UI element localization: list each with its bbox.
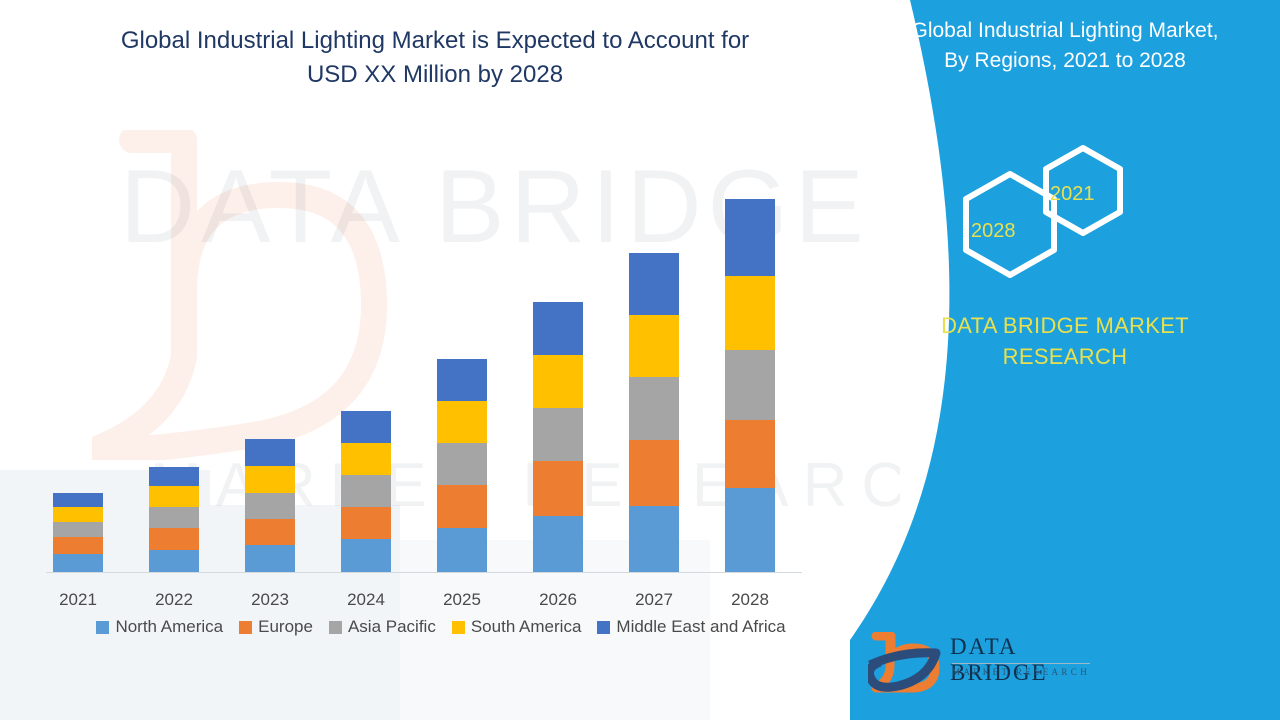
bar-segment	[341, 475, 391, 507]
legend-label: South America	[470, 617, 582, 636]
panel-background-shape	[850, 0, 1280, 720]
logo-mark-icon	[865, 631, 941, 693]
hexagon-2028-label: 2028	[971, 220, 1016, 242]
bar-segment	[629, 506, 679, 572]
legend-swatch-icon	[239, 620, 253, 634]
bar-segment	[149, 550, 199, 572]
bar-segment	[245, 519, 295, 545]
bar-segment	[629, 315, 679, 377]
bar-segment	[725, 420, 775, 488]
bar-segment	[725, 276, 775, 350]
panel-title-line-2: By Regions, 2021 to 2028	[944, 49, 1186, 72]
logo-subtitle: MARKET RESEARCH	[952, 667, 1091, 677]
x-axis-tick-label: 2021	[59, 590, 97, 609]
brand-name-line-2: RESEARCH	[1002, 344, 1128, 369]
bar-segment	[437, 359, 487, 401]
branding-panel: Global Industrial Lighting Market, By Re…	[850, 0, 1280, 720]
bar-segment	[245, 439, 295, 466]
legend-label: Europe	[258, 617, 313, 636]
bar-segment	[341, 443, 391, 475]
bar-segment	[53, 522, 103, 537]
legend-item[interactable]: South America	[451, 617, 582, 637]
x-axis-tick-label: 2024	[347, 590, 385, 609]
bar-segment	[533, 408, 583, 461]
hexagon-outline-icons	[963, 145, 1123, 278]
legend-swatch-icon	[451, 620, 465, 634]
legend-item[interactable]: Europe	[239, 617, 313, 637]
legend-item[interactable]: Asia Pacific	[328, 617, 436, 637]
chart-title: Global Industrial Lighting Market is Exp…	[40, 24, 830, 92]
bar-segment	[149, 467, 199, 486]
bar-segment	[533, 355, 583, 408]
bar-column	[629, 253, 679, 572]
x-axis-tick-label: 2027	[635, 590, 673, 609]
bar-column	[725, 199, 775, 572]
hexagon-2028-shape	[963, 171, 1057, 278]
legend-label: North America	[115, 617, 224, 636]
brand-name: DATA BRIDGE MARKET RESEARCH	[870, 310, 1260, 372]
panel-title-line-1: Global Industrial Lighting Market,	[911, 19, 1219, 42]
bar-segment	[725, 488, 775, 572]
bar-segment	[53, 493, 103, 507]
bar-segment	[53, 537, 103, 554]
bar-column	[53, 493, 103, 572]
hexagon-2021-shape	[1043, 145, 1123, 236]
bar-segment	[149, 528, 199, 550]
bar-segment	[341, 411, 391, 443]
bar-segment	[533, 516, 583, 572]
legend-item[interactable]: Middle East and Africa	[597, 617, 786, 637]
logo-title: DATA BRIDGE	[950, 634, 1048, 685]
bar-segment	[245, 545, 295, 572]
plot-area: 2021 2022 2023 2024 2025 2026 2027 2028	[46, 199, 802, 609]
legend-swatch-icon	[597, 620, 611, 634]
bar-column	[245, 439, 295, 572]
legend-label: Middle East and Africa	[616, 617, 786, 636]
x-axis-tick-label: 2026	[539, 590, 577, 609]
brand-name-line-1: DATA BRIDGE MARKET	[941, 313, 1189, 338]
bar-segment	[533, 461, 583, 516]
x-axis-tick-label: 2023	[251, 590, 289, 609]
bar-segment	[341, 539, 391, 572]
x-axis-tick-label: 2025	[443, 590, 481, 609]
bar-segment	[629, 440, 679, 506]
bar-segment	[725, 350, 775, 420]
legend-swatch-icon	[328, 620, 342, 634]
bar-column	[437, 359, 487, 572]
chart-title-line-1: Global Industrial Lighting Market is Exp…	[120, 27, 750, 54]
legend-swatch-icon	[96, 620, 110, 634]
logo-divider	[952, 663, 1090, 664]
legend-label: Asia Pacific	[347, 617, 436, 636]
company-logo: DATA BRIDGE MARKET RESEARCH	[865, 631, 1098, 698]
bar-segment	[437, 443, 487, 485]
bar-segment	[53, 554, 103, 572]
chart-legend: North America Europe Asia Pacific South Ame…	[46, 617, 836, 637]
bar-segment	[725, 199, 775, 276]
bar-segment	[533, 302, 583, 355]
bar-segment	[245, 466, 295, 493]
x-axis-tick-label: 2022	[155, 590, 193, 609]
chart-panel: DATA BRIDGE MARKET RESEARCH Global Indus…	[0, 24, 900, 720]
bar-segment	[53, 507, 103, 522]
hexagon-badges: 2028 2021	[950, 140, 1170, 285]
bar-segment	[629, 253, 679, 315]
chart-title-line-2: USD XX Million by 2028	[306, 61, 564, 88]
bar-segment	[149, 486, 199, 507]
bar-column	[533, 302, 583, 572]
bar-segment	[245, 493, 295, 519]
bar-column	[149, 467, 199, 572]
legend-item[interactable]: North America	[96, 617, 223, 637]
x-axis-line	[46, 572, 802, 573]
hexagon-2021-label: 2021	[1050, 183, 1095, 205]
x-axis-tick-label: 2028	[731, 590, 769, 609]
bar-segment	[437, 528, 487, 572]
bar-segment	[149, 507, 199, 528]
bar-segment	[437, 401, 487, 443]
bar-column	[341, 411, 391, 572]
bar-segment	[437, 485, 487, 528]
bar-segment	[341, 507, 391, 539]
panel-title: Global Industrial Lighting Market, By Re…	[860, 16, 1270, 76]
bar-segment	[629, 377, 679, 440]
